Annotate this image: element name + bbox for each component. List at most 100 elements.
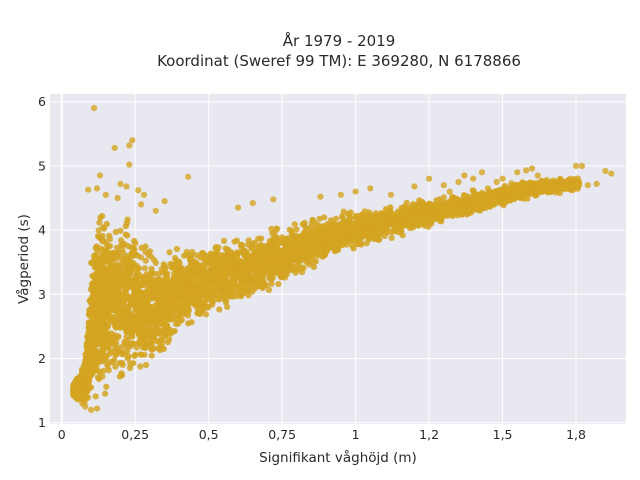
chart-title-line-1: År 1979 - 2019 (283, 31, 396, 50)
scatter-point (407, 222, 414, 229)
scatter-point (104, 322, 111, 330)
scatter-point (403, 217, 410, 224)
scatter-point (374, 214, 382, 221)
scatter-point (193, 252, 201, 259)
scatter-point (280, 236, 287, 243)
scatter-point (124, 322, 131, 329)
scatter-point (219, 293, 227, 300)
scatter-point (117, 324, 124, 331)
scatter-point (187, 274, 194, 281)
scatter-point (232, 268, 239, 275)
scatter-point (114, 346, 121, 353)
scatter-point (416, 204, 423, 212)
scatter-point (132, 240, 139, 247)
scatter-point (322, 239, 329, 246)
scatter-point (142, 344, 149, 352)
scatter-point (188, 262, 195, 269)
scatter-point (143, 361, 150, 368)
scatter-point (408, 214, 416, 222)
scatter-point (315, 252, 322, 259)
scatter-point (103, 383, 110, 390)
scatter-point (209, 293, 216, 300)
scatter-point (345, 238, 352, 245)
scatter-point (268, 280, 275, 287)
scatter-point (112, 228, 119, 236)
scatter-point (309, 217, 316, 224)
scatter-point (316, 215, 323, 222)
scatter-point (193, 259, 200, 266)
scatter-point (124, 216, 131, 223)
scatter-point (267, 270, 274, 277)
scatter-point (150, 280, 157, 288)
scatter-point (88, 327, 95, 334)
scatter-point (188, 252, 195, 259)
scatter-point (122, 304, 129, 311)
scatter-point (538, 177, 545, 184)
scatter-point (173, 245, 180, 253)
scatter-point (89, 321, 96, 328)
scatter-point (301, 219, 308, 226)
scatter-point (262, 248, 269, 256)
scatter-point (333, 215, 340, 222)
scatter-point (353, 229, 360, 236)
scatter-point (366, 225, 373, 232)
scatter-point (109, 249, 116, 257)
scatter-point (293, 226, 300, 233)
scatter-point (137, 363, 144, 370)
scatter-point (312, 228, 319, 235)
scatter-point (210, 298, 217, 305)
scatter-point (340, 240, 347, 247)
scatter-point (520, 195, 527, 202)
scatter-point (142, 243, 149, 250)
scatter-point (224, 303, 231, 310)
scatter-point (118, 237, 125, 244)
scatter-point (142, 257, 149, 264)
scatter-point (349, 242, 356, 249)
scatter-point (131, 246, 138, 253)
scatter-point (95, 375, 103, 383)
scatter-point (233, 237, 240, 244)
scatter-point (85, 394, 92, 401)
scatter-point (375, 219, 382, 226)
scatter-point (148, 352, 155, 359)
scatter-point (275, 280, 282, 288)
scatter-point (162, 274, 170, 281)
scatter-point (116, 274, 124, 281)
scatter-point (254, 275, 261, 282)
scatter-point (178, 303, 186, 311)
scatter-point (260, 274, 267, 281)
scatter-point (199, 282, 206, 289)
scatter-point (198, 291, 205, 298)
scatter-point (174, 279, 181, 286)
scatter-point (92, 282, 99, 289)
scatter-point (110, 295, 117, 302)
scatter-point (266, 275, 273, 282)
scatter-point (142, 340, 149, 347)
scatter-point (362, 213, 369, 220)
scatter-point (158, 320, 165, 327)
scatter-point (277, 250, 285, 258)
scatter-point (294, 237, 301, 244)
scatter-point (346, 211, 353, 218)
scatter-point (116, 373, 123, 380)
scatter-point (215, 296, 222, 303)
scatter-point (352, 214, 359, 221)
scatter-point (96, 296, 103, 304)
scatter-point (203, 311, 210, 318)
scatter-point (188, 319, 195, 326)
scatter-point (132, 314, 139, 321)
scatter-point (103, 248, 110, 255)
scatter-point (422, 202, 429, 209)
scatter-point (247, 253, 254, 260)
scatter-point (401, 205, 408, 212)
scatter-point (216, 306, 223, 313)
scatter-point (166, 249, 173, 256)
scatter-point (137, 351, 144, 358)
scatter-point (240, 276, 247, 283)
scatter-point (117, 227, 124, 234)
scatter-point (108, 275, 115, 282)
scatter-point (245, 241, 252, 248)
scatter-point (133, 344, 140, 351)
